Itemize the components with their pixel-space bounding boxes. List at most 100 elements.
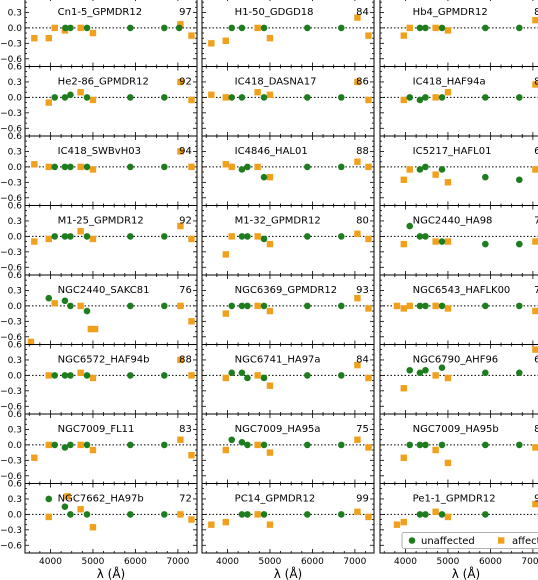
affected-point bbox=[444, 305, 452, 312]
affected-point bbox=[444, 459, 452, 467]
unaffected-point bbox=[238, 369, 246, 377]
unaffected-point bbox=[61, 163, 69, 171]
affected-point bbox=[188, 451, 195, 459]
affected-point bbox=[51, 24, 58, 32]
unaffected-point bbox=[337, 24, 345, 32]
affected-point bbox=[188, 516, 195, 523]
unaffected-point bbox=[160, 94, 168, 101]
panel-number: 72 bbox=[534, 216, 538, 227]
panel: NGC6790_AHF96 66 bbox=[379, 344, 538, 415]
panel-number: 88 bbox=[179, 355, 192, 366]
panel-number: 60 bbox=[534, 146, 538, 157]
panel-name: Cn1-5_GPMDR12 bbox=[58, 7, 142, 18]
panel: IC418_DASNA17 86 bbox=[201, 66, 375, 137]
affected-point bbox=[208, 521, 215, 528]
unaffected-point bbox=[160, 24, 168, 32]
unaffected-point bbox=[244, 233, 251, 240]
affected-point bbox=[51, 300, 58, 307]
panel: NGC7009_HA95b 81 bbox=[379, 413, 538, 484]
unaffected-point bbox=[160, 441, 168, 449]
affected-point bbox=[444, 179, 452, 186]
affected-point bbox=[254, 89, 261, 96]
panel-name: NGC7009_HA95b bbox=[413, 424, 499, 435]
unaffected-point bbox=[67, 24, 74, 32]
affected-point bbox=[444, 238, 452, 245]
affected-point bbox=[400, 32, 407, 39]
x-tick-label: 6000 bbox=[124, 557, 147, 567]
affected-point bbox=[432, 94, 439, 101]
affected-point bbox=[354, 14, 361, 21]
affected-point bbox=[266, 382, 274, 389]
unaffected-point bbox=[422, 94, 429, 101]
panel-number: 92 bbox=[179, 77, 192, 88]
affected-point bbox=[31, 161, 38, 168]
panel-number: 88 bbox=[356, 146, 369, 157]
unaffected-point bbox=[61, 94, 69, 101]
affected-point bbox=[400, 176, 407, 183]
affected-point bbox=[266, 521, 274, 528]
unaffected-point bbox=[160, 511, 168, 518]
unaffected-point bbox=[83, 94, 91, 101]
affected-point bbox=[354, 78, 361, 86]
panel-number: 75 bbox=[534, 285, 538, 296]
affected-point bbox=[77, 24, 84, 32]
y-tick-label: −0.3 bbox=[0, 109, 22, 119]
panel: −0.6 −0.3 0.0 0.3 0.6 IC418_SWBvH03 94 bbox=[0, 132, 198, 206]
affected-point bbox=[188, 235, 195, 243]
y-tick-label: −0.3 bbox=[0, 178, 22, 188]
unaffected-point bbox=[416, 96, 424, 104]
affected-point bbox=[188, 318, 195, 325]
y-tick-label: 0.0 bbox=[8, 163, 23, 173]
affected-point bbox=[432, 171, 439, 178]
panel: −0.6 −0.3 0.0 0.3 0.6 NGC7009_FL11 83 bbox=[0, 410, 198, 484]
unaffected-point bbox=[482, 302, 489, 310]
unaffected-point bbox=[416, 24, 424, 32]
unaffected-point bbox=[304, 511, 311, 518]
unaffected-point bbox=[482, 441, 489, 449]
panel-number: 99 bbox=[356, 494, 369, 505]
affected-point bbox=[45, 372, 52, 379]
unaffected-point bbox=[406, 366, 414, 374]
panel: −0.6 −0.3 0.0 0.3 0.6 NGC2440_SAKC81 76 bbox=[0, 271, 198, 346]
unaffected-point bbox=[244, 441, 251, 449]
x-axis-label: λ (Å) bbox=[274, 566, 303, 580]
y-tick-label: 0.6 bbox=[8, 132, 23, 142]
affected-point bbox=[89, 166, 97, 173]
affected-point bbox=[89, 374, 97, 382]
affected-point bbox=[365, 444, 372, 451]
unaffected-point bbox=[83, 511, 91, 518]
panel-name: NGC6543_HAFLK00 bbox=[413, 285, 511, 296]
panel-name: H1-50_GDGD18 bbox=[235, 7, 314, 18]
panel-number: 97 bbox=[179, 7, 192, 18]
unaffected-point bbox=[67, 302, 74, 310]
y-tick-label: −0.6 bbox=[0, 472, 22, 482]
affected-point bbox=[354, 508, 361, 516]
affected-point bbox=[444, 513, 452, 521]
unaffected-point bbox=[438, 94, 446, 101]
affected-point bbox=[365, 96, 372, 104]
unaffected-point bbox=[244, 302, 251, 310]
affected-point bbox=[365, 374, 372, 382]
y-tick-label: −0.3 bbox=[0, 456, 22, 466]
unaffected-point bbox=[160, 163, 168, 171]
affected-point bbox=[532, 16, 538, 24]
y-tick-label: −0.6 bbox=[0, 263, 22, 273]
panel-name: M1-25_GPMDR12 bbox=[58, 216, 144, 227]
x-tick-label: 7000 bbox=[343, 557, 366, 567]
affected-point bbox=[228, 233, 235, 240]
unaffected-point bbox=[228, 24, 236, 32]
panel-name: IC418_DASNA17 bbox=[235, 77, 317, 88]
x-tick-label: 4000 bbox=[216, 557, 239, 567]
y-tick-label: 0.3 bbox=[8, 147, 22, 157]
unaffected-point bbox=[238, 166, 246, 173]
panel-name: IC418_HAF94a bbox=[413, 77, 486, 88]
unaffected-point bbox=[260, 511, 268, 518]
y-tick-label: 0.3 bbox=[8, 495, 22, 505]
unaffected-point bbox=[416, 511, 424, 518]
unaffected-point bbox=[67, 511, 74, 518]
unaffected-point bbox=[406, 441, 414, 449]
x-tick-label: 7000 bbox=[166, 557, 189, 567]
panel-number: 92 bbox=[179, 216, 192, 227]
affected-point bbox=[393, 521, 401, 528]
affected-point bbox=[177, 356, 184, 364]
